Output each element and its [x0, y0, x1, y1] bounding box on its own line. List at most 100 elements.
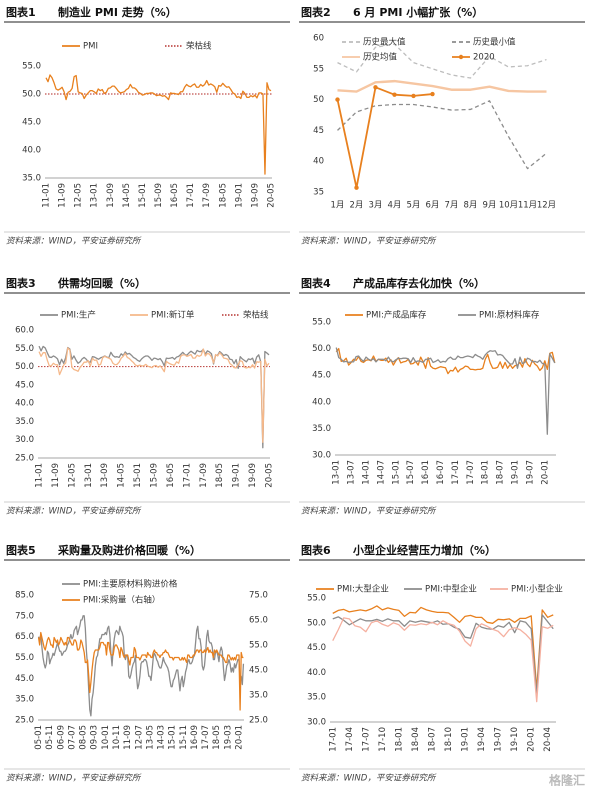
legend-label: PMI:大型企业: [337, 584, 389, 595]
y-tick-label: 55.0: [15, 344, 34, 354]
x-tick-label: 15-01: [138, 183, 148, 208]
y-tick-label: 40.0: [15, 399, 34, 409]
y-tick-label: 60: [313, 34, 324, 44]
x-tick-label: 20-01: [234, 725, 244, 750]
y-tick-label: 45.0: [15, 674, 34, 684]
y-tick-label: 25.0: [15, 716, 34, 726]
x-tick-label: 20-05: [264, 463, 274, 488]
figure-label: 图表2: [301, 5, 331, 19]
y-tick-label: 35.0: [15, 695, 34, 705]
point-marker: [430, 91, 435, 97]
x-tick-label: 13-09: [106, 183, 116, 208]
series-line: [38, 345, 270, 449]
x-tick-label: 20-01: [527, 727, 537, 752]
legend-label: 荣枯线: [186, 41, 212, 52]
x-tick-label: 17-07: [201, 725, 211, 750]
x-tick-label: 13-07: [347, 460, 357, 485]
y-tick-label: 55: [313, 64, 324, 74]
source-note: 资料来源：WIND，平安证券研究所: [6, 773, 142, 784]
y-tick-label: 35.0: [307, 693, 326, 703]
y-tick-label: 30.0: [15, 435, 34, 445]
x-tick-label: 17-10: [378, 727, 388, 752]
x-tick-label: 08-05: [79, 725, 89, 750]
x-tick-label: 16-01: [421, 460, 431, 485]
figure-title: 采购量及购进价格回暖（%）: [57, 543, 201, 557]
legend-label: 历史最大值: [363, 37, 406, 48]
x-tick-label: 14-03: [157, 725, 167, 750]
x-tick-label: 19-07: [525, 460, 535, 485]
figure-label: 图表3: [6, 276, 36, 290]
x-tick-label: 18-01: [481, 460, 491, 485]
legend-label: 历史最小值: [473, 37, 516, 48]
x-tick-label: 13-01: [84, 463, 94, 488]
x-tick-label: 16-09: [190, 725, 200, 750]
y-tick-label: 35.0: [312, 424, 331, 434]
series-line: [337, 79, 547, 93]
y-tick-label: 45: [313, 126, 324, 136]
x-tick-label: 18-01: [394, 727, 404, 752]
x-tick-label: 13-01: [332, 460, 342, 485]
y-tick-label: 45.0: [312, 371, 331, 381]
x-tick-label: 19-07: [494, 727, 504, 752]
x-tick-label: 20-01: [540, 460, 550, 485]
source-note: 资料来源：WIND，平安证券研究所: [6, 506, 142, 517]
x-tick-label: 05-11: [45, 725, 55, 750]
source-note: 资料来源：WIND，平安证券研究所: [301, 773, 437, 784]
x-tick-label: 2月: [350, 201, 364, 211]
x-tick-label: 20-04: [543, 727, 553, 752]
x-tick-label: 13-09: [100, 463, 110, 488]
legend-label: 2020: [473, 53, 495, 63]
x-tick-label: 7月: [445, 201, 459, 211]
x-tick-label: 15-11: [179, 725, 189, 750]
x-tick-label: 11-01: [35, 463, 45, 488]
series-line: [37, 631, 244, 711]
series-line: [332, 605, 554, 690]
x-tick-label: 16-05: [170, 183, 180, 208]
legend-label: PMI:中型企业: [425, 584, 477, 595]
y-tick-label: 65.0: [15, 632, 34, 642]
x-tick-label: 12-05: [74, 183, 84, 208]
point-marker: [354, 185, 359, 190]
x-tick-label: 17-01: [451, 460, 461, 485]
x-tick-label: 20-05: [266, 183, 276, 208]
x-tick-label: 12-07: [134, 725, 144, 750]
x-tick-label: 6月: [426, 201, 440, 211]
series-line: [45, 74, 272, 175]
y2-tick-label: 45.0: [249, 666, 268, 676]
x-tick-label: 12-05: [67, 463, 77, 488]
legend-label: 历史均值: [363, 52, 398, 63]
x-tick-label: 19-01: [511, 460, 521, 485]
x-tick-label: 10-11: [112, 725, 122, 750]
y-tick-label: 40.0: [312, 397, 331, 407]
x-tick-label: 19-03: [223, 725, 233, 750]
source-note: 资料来源：WIND，平安证券研究所: [301, 236, 437, 247]
y-tick-label: 45.0: [307, 643, 326, 653]
x-tick-label: 18-05: [212, 725, 222, 750]
point-marker: [392, 92, 397, 97]
legend-label: PMI:产成品库存: [366, 310, 427, 321]
series-line: [337, 43, 547, 79]
x-tick-label: 9月: [483, 201, 497, 211]
legend-label: 荣枯线: [243, 310, 269, 321]
x-tick-label: 14-07: [376, 460, 386, 485]
point-marker: [373, 85, 378, 90]
figure-label: 图表5: [6, 543, 36, 557]
legend-label: PMI:生产: [61, 310, 96, 321]
y-tick-label: 50.0: [312, 344, 331, 354]
legend-label: PMI:小型企业: [511, 584, 563, 595]
x-tick-label: 10月: [499, 201, 518, 211]
figure-label: 图表1: [6, 5, 36, 19]
point-marker: [335, 97, 340, 102]
y-tick-label: 55.0: [15, 653, 34, 663]
y-tick-label: 45.0: [15, 380, 34, 390]
x-tick-label: 13-05: [145, 725, 155, 750]
figure-title: 供需均回暖（%）: [57, 276, 146, 290]
figure-title: 产成品库存去化加快（%）: [353, 276, 485, 290]
legend-label: PMI:原材料库存: [479, 310, 540, 321]
x-tick-label: 13-01: [90, 183, 100, 208]
x-tick-label: 19-01: [461, 727, 471, 752]
y2-tick-label: 25.0: [249, 716, 268, 726]
x-tick-label: 19-04: [477, 727, 487, 752]
x-tick-label: 17-07: [466, 460, 476, 485]
y-tick-label: 35: [313, 188, 324, 198]
